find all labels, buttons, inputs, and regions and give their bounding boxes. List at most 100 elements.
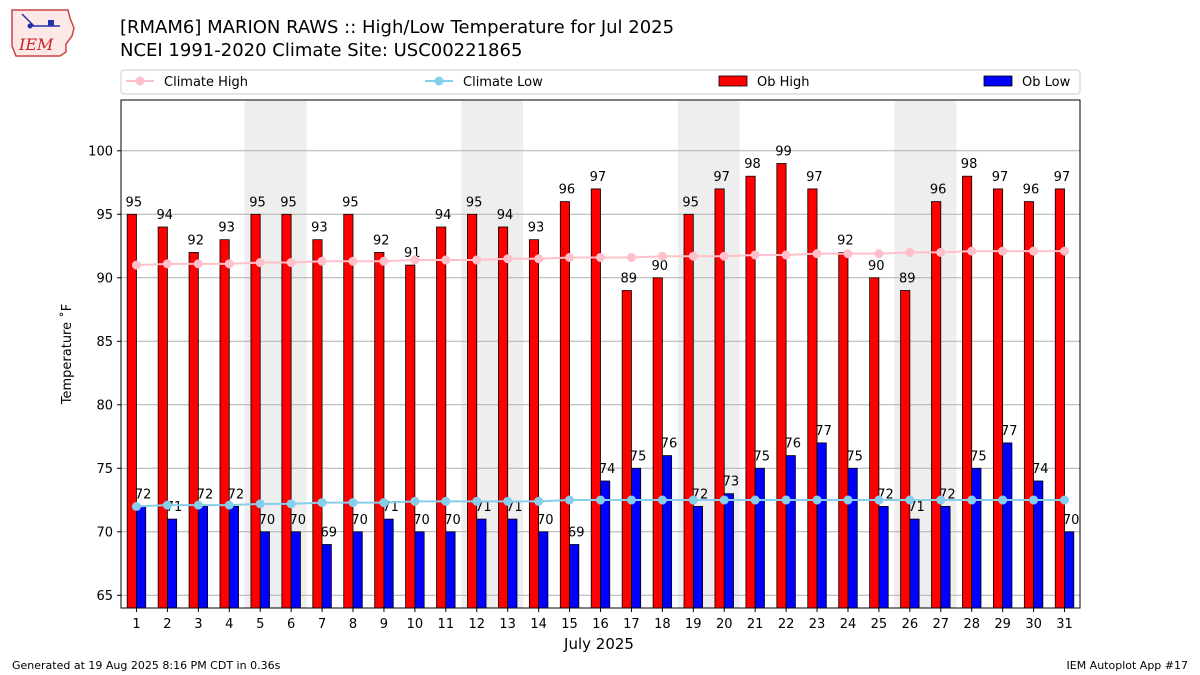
ob-low-label: 73	[723, 475, 740, 490]
ob-high-bar	[405, 264, 416, 609]
ob-low-bar	[197, 505, 209, 609]
ob-low-bar	[290, 531, 301, 609]
generated-note: Generated at 19 Aug 2025 8:16 PM CDT in …	[12, 659, 281, 672]
ob-high-bar	[714, 188, 725, 609]
climate-low-point	[719, 495, 729, 505]
climate-high-point	[193, 259, 203, 269]
ob-low-label: 71	[908, 500, 925, 515]
ob-high-label: 98	[744, 157, 761, 172]
climate-high-point	[626, 252, 636, 262]
climate-low-point	[193, 500, 203, 510]
ob-low-bar	[414, 531, 425, 609]
climate-low-point	[317, 498, 327, 508]
climate-high-point	[596, 252, 605, 262]
climate-high-point	[348, 256, 358, 266]
x-tick-label: 18	[654, 617, 671, 632]
climate-low-point	[998, 495, 1008, 505]
ob-high-label: 97	[806, 170, 823, 185]
x-tick-label: 21	[747, 617, 764, 632]
ob-high-label: 98	[961, 157, 978, 172]
x-tick-label: 9	[380, 617, 388, 632]
climate-low-point	[596, 495, 605, 505]
ob-low-bar	[507, 518, 518, 609]
climate-low-point	[1029, 495, 1039, 505]
ob-low-bar	[1002, 442, 1013, 609]
ob-low-bar	[538, 531, 549, 609]
ob-high-bar	[250, 213, 261, 609]
ob-low-bar	[816, 442, 827, 609]
climate-high-point	[905, 247, 915, 257]
ob-low-bar	[878, 505, 889, 609]
ob-high-label: 95	[466, 195, 483, 210]
climate-low-point	[565, 495, 575, 505]
y-tick-label: 65	[96, 589, 113, 604]
climate-high-point	[843, 249, 853, 259]
chart-subtitle: NCEI 1991-2020 Climate Site: USC00221865	[120, 40, 523, 61]
climate-high-point	[472, 255, 482, 265]
ob-low-label: 70	[290, 513, 307, 528]
x-tick-label: 8	[349, 617, 357, 632]
ob-low-label: 70	[413, 513, 430, 528]
ob-high-legend-label: Ob High	[757, 75, 810, 90]
ob-high-label: 94	[497, 208, 514, 223]
ob-low-bar	[692, 505, 703, 609]
iem-logo: IEM	[11, 9, 75, 57]
ob-high-bar	[776, 163, 787, 609]
ob-low-bar	[723, 493, 734, 609]
climate-high-legend-marker	[135, 76, 145, 86]
x-tick-label: 3	[194, 617, 202, 632]
ob-high-bar	[590, 188, 601, 609]
x-tick-label: 13	[499, 617, 516, 632]
app-label: IEM Autoplot App #17	[1066, 659, 1189, 672]
ob-high-label: 93	[218, 221, 235, 236]
x-tick-label: 2	[163, 617, 171, 632]
y-tick-label: 85	[96, 335, 113, 350]
climate-high-point	[410, 255, 420, 265]
x-tick-label: 11	[438, 617, 455, 632]
y-tick-label: 80	[96, 398, 113, 413]
climate-high-point	[441, 255, 451, 265]
x-tick-label: 25	[871, 617, 888, 632]
ob-high-bar	[838, 251, 849, 609]
y-tick-label: 95	[96, 208, 113, 223]
ob-high-label: 93	[528, 221, 545, 236]
ob-high-bar	[528, 239, 540, 609]
ob-high-label: 97	[1054, 170, 1071, 185]
climate-high-point	[657, 251, 667, 261]
ob-high-bar	[962, 175, 973, 609]
ob-low-label: 76	[661, 437, 678, 452]
climate-high-point	[936, 247, 946, 257]
ob-low-label: 70	[1063, 513, 1080, 528]
climate-high-point	[131, 260, 141, 270]
ob-low-bar	[352, 531, 363, 609]
ob-high-bar	[683, 213, 694, 609]
ob-high-label: 89	[899, 272, 916, 287]
ob-high-bar	[900, 290, 911, 609]
climate-high-point	[719, 251, 729, 261]
ob-high-bar	[931, 201, 942, 609]
ob-low-bar	[569, 544, 580, 609]
ob-low-label: 69	[568, 526, 585, 541]
climate-low-point	[812, 495, 822, 505]
ob-high-label: 95	[126, 195, 143, 210]
ob-low-bar	[971, 467, 982, 609]
ob-high-label: 90	[868, 259, 885, 274]
ob-high-bar	[157, 226, 168, 609]
ob-high-label: 89	[621, 272, 638, 287]
ob-low-bar	[847, 467, 858, 609]
ob-low-label: 70	[537, 513, 554, 528]
climate-low-point	[534, 496, 544, 506]
x-tick-label: 22	[778, 617, 795, 632]
climate-high-point	[967, 246, 977, 256]
ob-high-label: 95	[342, 195, 359, 210]
x-tick-label: 20	[716, 617, 733, 632]
x-tick-label: 16	[592, 617, 609, 632]
climate-high-point	[255, 258, 265, 268]
ob-high-bar	[498, 226, 509, 609]
y-tick-label: 100	[88, 144, 113, 159]
ob-high-bar	[1023, 201, 1034, 609]
ob-low-bar	[909, 518, 920, 609]
ob-high-label: 95	[280, 195, 297, 210]
climate-low-legend-label: Climate Low	[463, 75, 543, 90]
